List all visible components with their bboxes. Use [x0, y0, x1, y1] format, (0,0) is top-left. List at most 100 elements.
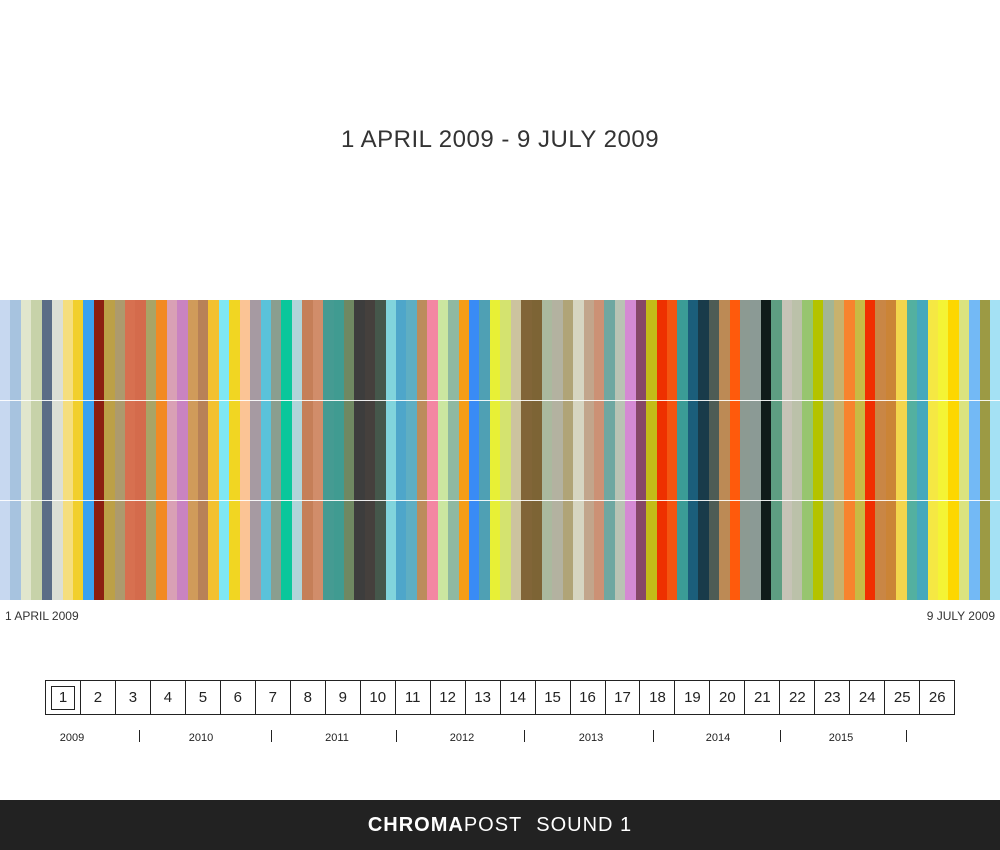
color-stripe[interactable] [865, 300, 876, 600]
color-stripe[interactable] [281, 300, 292, 600]
year-label[interactable]: 2012 [449, 732, 475, 744]
color-stripe[interactable] [844, 300, 855, 600]
color-stripe[interactable] [708, 300, 720, 600]
color-stripe[interactable] [72, 300, 84, 600]
color-stripe[interactable] [187, 300, 199, 600]
color-stripe[interactable] [125, 300, 136, 600]
page-button-17[interactable]: 17 [604, 681, 640, 714]
color-stripe[interactable] [479, 300, 490, 600]
page-button-23[interactable]: 23 [814, 681, 849, 714]
color-stripe[interactable] [10, 300, 21, 600]
color-stripe[interactable] [656, 300, 667, 600]
color-stripe[interactable] [198, 300, 209, 600]
color-stripe[interactable] [166, 300, 178, 600]
color-stripe[interactable] [969, 300, 980, 600]
color-stripe[interactable] [614, 300, 626, 600]
color-stripe[interactable] [104, 300, 115, 600]
color-stripe[interactable] [927, 300, 938, 600]
color-stripe[interactable] [291, 300, 303, 600]
color-stripe[interactable] [41, 300, 53, 600]
color-stripe[interactable] [833, 300, 845, 600]
color-stripe[interactable] [781, 300, 793, 600]
color-stripe[interactable] [646, 300, 657, 600]
color-stripe[interactable] [760, 300, 772, 600]
color-stripe[interactable] [541, 300, 553, 600]
page-button-8[interactable]: 8 [289, 681, 325, 714]
color-stripe[interactable] [396, 300, 407, 600]
color-stripe[interactable] [594, 300, 605, 600]
color-stripe[interactable] [917, 300, 928, 600]
color-stripe[interactable] [875, 300, 886, 600]
page-button-24[interactable]: 24 [849, 681, 884, 714]
color-stripe[interactable] [354, 300, 365, 600]
page-button-14[interactable]: 14 [499, 681, 535, 714]
color-stripe[interactable] [906, 300, 918, 600]
year-label[interactable]: 2010 [188, 732, 214, 744]
color-stripe[interactable] [687, 300, 699, 600]
color-stripe[interactable] [145, 300, 157, 600]
color-stripe[interactable] [729, 300, 740, 600]
color-stripe[interactable] [625, 300, 636, 600]
color-stripe[interactable] [521, 300, 532, 600]
color-stripe[interactable] [333, 300, 344, 600]
color-stripe[interactable] [552, 300, 563, 600]
color-stripe[interactable] [52, 300, 63, 600]
page-button-15[interactable]: 15 [534, 681, 570, 714]
color-stripe[interactable] [698, 300, 709, 600]
color-stripe[interactable] [385, 300, 397, 600]
color-stripe[interactable] [854, 300, 866, 600]
color-stripe[interactable] [229, 300, 240, 600]
color-stripe[interactable] [573, 300, 584, 600]
color-timeline[interactable] [0, 300, 1000, 600]
page-button-9[interactable]: 9 [324, 681, 360, 714]
color-stripe[interactable] [896, 300, 907, 600]
color-stripe[interactable] [0, 300, 11, 600]
page-button-7[interactable]: 7 [254, 681, 290, 714]
year-label[interactable]: 2013 [578, 732, 604, 744]
color-stripe[interactable] [270, 300, 282, 600]
color-stripe[interactable] [62, 300, 73, 600]
color-stripe[interactable] [427, 300, 438, 600]
page-button-25[interactable]: 25 [884, 681, 919, 714]
color-stripe[interactable] [792, 300, 803, 600]
color-stripe[interactable] [208, 300, 219, 600]
color-stripe[interactable] [302, 300, 313, 600]
color-stripe[interactable] [364, 300, 376, 600]
page-button-1[interactable]: 1 [46, 681, 80, 714]
color-stripe[interactable] [719, 300, 730, 600]
color-stripe[interactable] [667, 300, 678, 600]
page-button-20[interactable]: 20 [709, 681, 744, 714]
color-stripe[interactable] [510, 300, 522, 600]
color-stripe[interactable] [458, 300, 469, 600]
color-stripe[interactable] [250, 300, 261, 600]
page-button-19[interactable]: 19 [674, 681, 709, 714]
page-button-21[interactable]: 21 [744, 681, 779, 714]
page-button-12[interactable]: 12 [429, 681, 465, 714]
year-label[interactable]: 2015 [828, 732, 854, 744]
color-stripe[interactable] [958, 300, 970, 600]
color-stripe[interactable] [177, 300, 188, 600]
page-button-13[interactable]: 13 [464, 681, 500, 714]
color-stripe[interactable] [406, 300, 417, 600]
color-stripe[interactable] [375, 300, 386, 600]
page-button-4[interactable]: 4 [149, 681, 185, 714]
page-button-10[interactable]: 10 [359, 681, 395, 714]
color-stripe[interactable] [468, 300, 480, 600]
color-stripe[interactable] [531, 300, 542, 600]
color-stripe[interactable] [437, 300, 449, 600]
color-stripe[interactable] [83, 300, 94, 600]
color-stripe[interactable] [823, 300, 834, 600]
page-button-16[interactable]: 16 [569, 681, 605, 714]
page-button-6[interactable]: 6 [219, 681, 255, 714]
color-stripe[interactable] [500, 300, 511, 600]
color-stripe[interactable] [93, 300, 105, 600]
color-stripe[interactable] [604, 300, 615, 600]
year-label[interactable]: 2009 [59, 732, 85, 744]
page-button-18[interactable]: 18 [639, 681, 674, 714]
color-stripe[interactable] [343, 300, 355, 600]
page-button-2[interactable]: 2 [79, 681, 115, 714]
page-button-11[interactable]: 11 [394, 681, 430, 714]
color-stripe[interactable] [812, 300, 824, 600]
color-stripe[interactable] [885, 300, 897, 600]
color-stripe[interactable] [323, 300, 334, 600]
